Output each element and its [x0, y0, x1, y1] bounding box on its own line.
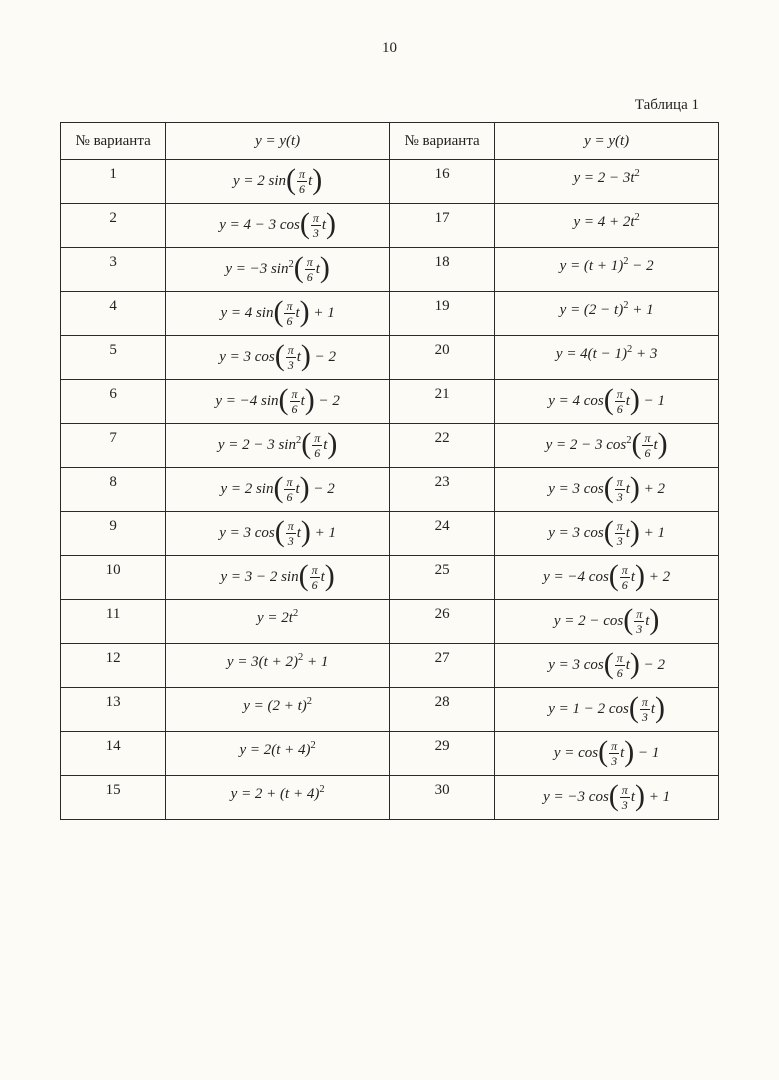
function-cell: y = 3 cos(π6t) − 2: [495, 644, 719, 688]
variant-number: 5: [61, 336, 166, 380]
col-variant-2: № варианта: [389, 123, 494, 160]
variant-number: 27: [389, 644, 494, 688]
function-cell: y = 2 − 3t2: [495, 160, 719, 204]
variant-number: 22: [389, 424, 494, 468]
variant-number: 14: [61, 732, 166, 776]
function-cell: y = 2 + (t + 4)2: [166, 776, 390, 820]
table-row: 14y = 2(t + 4)229y = cos(π3t) − 1: [61, 732, 719, 776]
function-cell: y = 2t2: [166, 600, 390, 644]
table-row: 4y = 4 sin(π6t) + 119y = (2 − t)2 + 1: [61, 292, 719, 336]
function-cell: y = (2 + t)2: [166, 688, 390, 732]
table-row: 3y = −3 sin2(π6t)18y = (t + 1)2 − 2: [61, 248, 719, 292]
variant-number: 2: [61, 204, 166, 248]
variant-number: 1: [61, 160, 166, 204]
col-variant-1: № варианта: [61, 123, 166, 160]
table-row: 8y = 2 sin(π6t) − 223y = 3 cos(π3t) + 2: [61, 468, 719, 512]
table-row: 15y = 2 + (t + 4)230y = −3 cos(π3t) + 1: [61, 776, 719, 820]
table-row: 13y = (2 + t)228y = 1 − 2 cos(π3t): [61, 688, 719, 732]
function-cell: y = 3 cos(π3t) + 1: [166, 512, 390, 556]
function-cell: y = 4 cos(π6t) − 1: [495, 380, 719, 424]
variant-number: 23: [389, 468, 494, 512]
table-row: 7y = 2 − 3 sin2(π6t)22y = 2 − 3 cos2(π6t…: [61, 424, 719, 468]
function-cell: y = 3(t + 2)2 + 1: [166, 644, 390, 688]
function-cell: y = −3 cos(π3t) + 1: [495, 776, 719, 820]
table-row: 2y = 4 − 3 cos(π3t)17y = 4 + 2t2: [61, 204, 719, 248]
variant-table: № варианта y = y(t) № варианта y = y(t) …: [60, 122, 719, 820]
function-cell: y = (2 − t)2 + 1: [495, 292, 719, 336]
function-cell: y = −3 sin2(π6t): [166, 248, 390, 292]
col-function-1: y = y(t): [166, 123, 390, 160]
function-cell: y = 2 − cos(π3t): [495, 600, 719, 644]
function-cell: y = 3 cos(π3t) + 2: [495, 468, 719, 512]
table-row: 9y = 3 cos(π3t) + 124y = 3 cos(π3t) + 1: [61, 512, 719, 556]
variant-number: 6: [61, 380, 166, 424]
variant-number: 20: [389, 336, 494, 380]
variant-number: 12: [61, 644, 166, 688]
function-cell: y = 4 + 2t2: [495, 204, 719, 248]
variant-number: 21: [389, 380, 494, 424]
function-cell: y = 4(t − 1)2 + 3: [495, 336, 719, 380]
variant-number: 24: [389, 512, 494, 556]
function-cell: y = 2 − 3 cos2(π6t): [495, 424, 719, 468]
variant-number: 28: [389, 688, 494, 732]
function-cell: y = 4 sin(π6t) + 1: [166, 292, 390, 336]
table-row: 12y = 3(t + 2)2 + 127y = 3 cos(π6t) − 2: [61, 644, 719, 688]
function-cell: y = 3 cos(π3t) + 1: [495, 512, 719, 556]
page-number: 10: [60, 40, 719, 57]
variant-number: 10: [61, 556, 166, 600]
variant-number: 7: [61, 424, 166, 468]
variant-number: 19: [389, 292, 494, 336]
variant-number: 26: [389, 600, 494, 644]
table-row: 6y = −4 sin(π6t) − 221y = 4 cos(π6t) − 1: [61, 380, 719, 424]
function-cell: y = (t + 1)2 − 2: [495, 248, 719, 292]
variant-number: 13: [61, 688, 166, 732]
table-row: 11y = 2t226y = 2 − cos(π3t): [61, 600, 719, 644]
table-row: 5y = 3 cos(π3t) − 220y = 4(t − 1)2 + 3: [61, 336, 719, 380]
table-caption: Таблица 1: [60, 97, 699, 114]
variant-number: 29: [389, 732, 494, 776]
function-cell: y = 1 − 2 cos(π3t): [495, 688, 719, 732]
col-function-2: y = y(t): [495, 123, 719, 160]
variant-number: 3: [61, 248, 166, 292]
function-cell: y = 2 sin(π6t) − 2: [166, 468, 390, 512]
function-cell: y = −4 cos(π6t) + 2: [495, 556, 719, 600]
variant-number: 15: [61, 776, 166, 820]
function-cell: y = 2(t + 4)2: [166, 732, 390, 776]
variant-number: 25: [389, 556, 494, 600]
variant-number: 18: [389, 248, 494, 292]
function-cell: y = 4 − 3 cos(π3t): [166, 204, 390, 248]
function-cell: y = cos(π3t) − 1: [495, 732, 719, 776]
function-cell: y = 2 sin(π6t): [166, 160, 390, 204]
variant-number: 9: [61, 512, 166, 556]
variant-number: 4: [61, 292, 166, 336]
variant-number: 30: [389, 776, 494, 820]
function-cell: y = 3 cos(π3t) − 2: [166, 336, 390, 380]
function-cell: y = −4 sin(π6t) − 2: [166, 380, 390, 424]
table-header-row: № варианта y = y(t) № варианта y = y(t): [61, 123, 719, 160]
table-row: 10y = 3 − 2 sin(π6t)25y = −4 cos(π6t) + …: [61, 556, 719, 600]
table-row: 1y = 2 sin(π6t)16y = 2 − 3t2: [61, 160, 719, 204]
variant-number: 8: [61, 468, 166, 512]
function-cell: y = 3 − 2 sin(π6t): [166, 556, 390, 600]
variant-number: 17: [389, 204, 494, 248]
function-cell: y = 2 − 3 sin2(π6t): [166, 424, 390, 468]
variant-number: 16: [389, 160, 494, 204]
variant-number: 11: [61, 600, 166, 644]
